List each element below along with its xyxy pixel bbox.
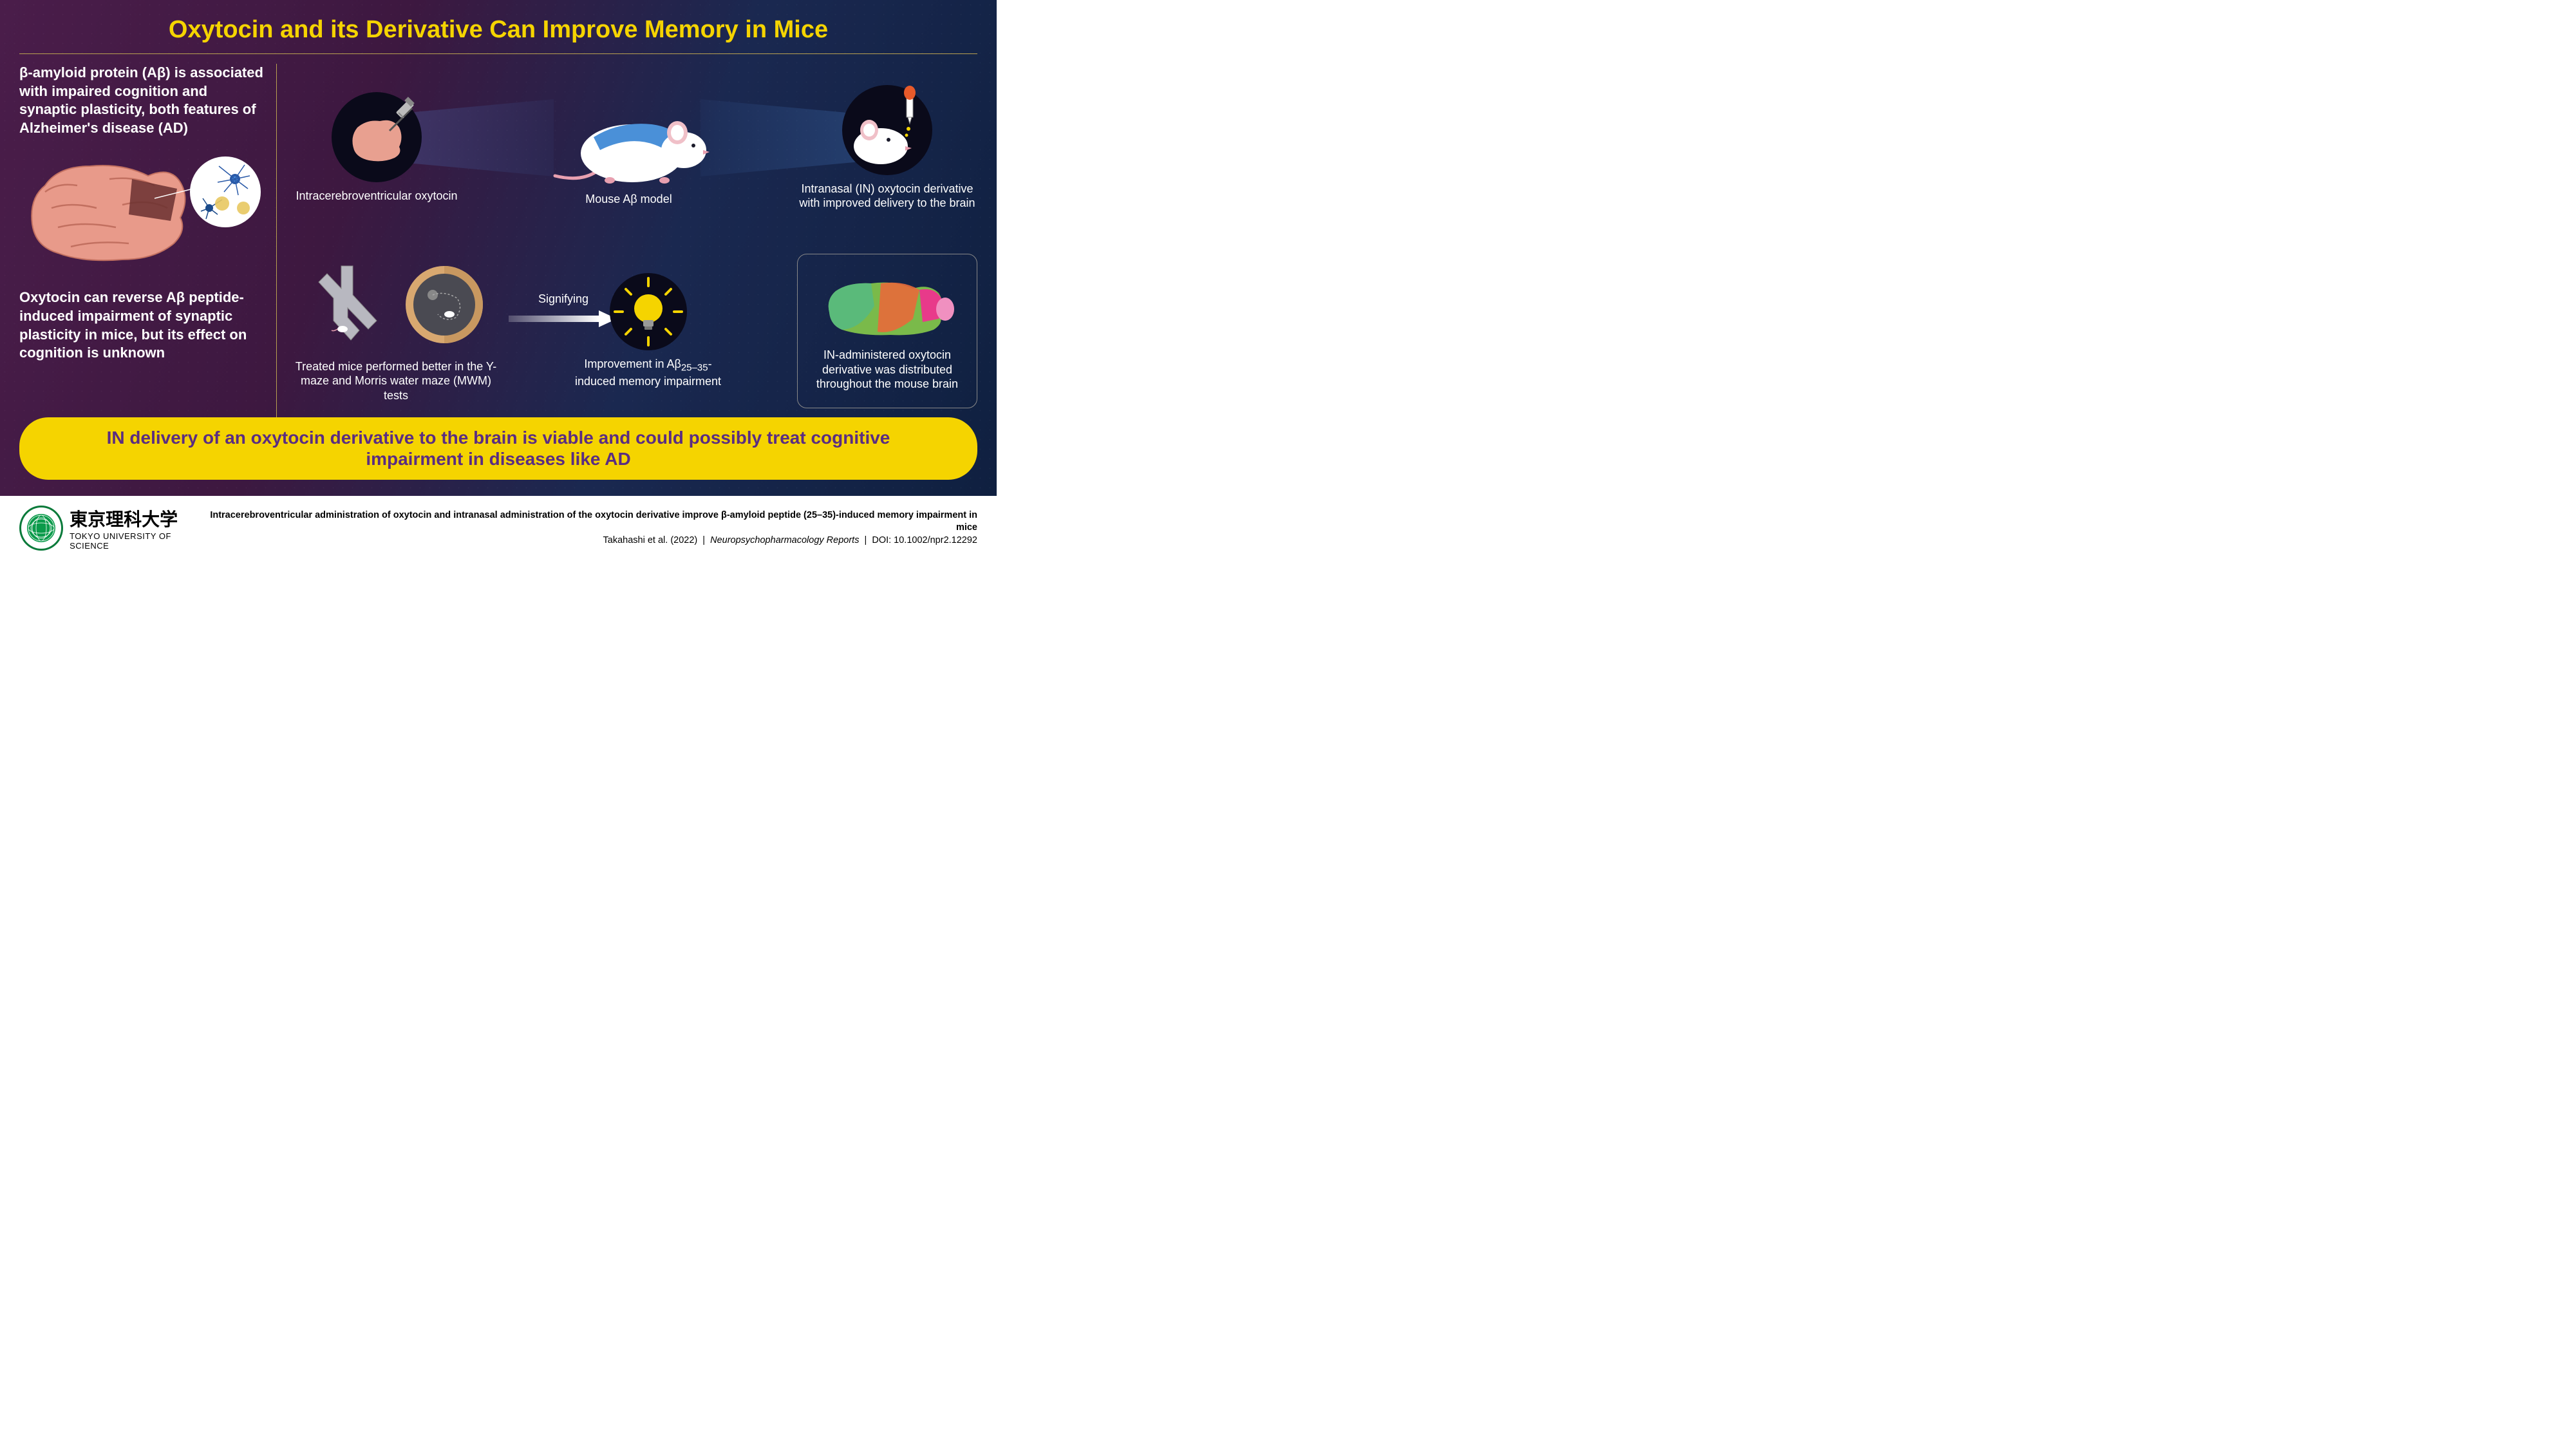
in-method: Intranasal (IN) oxytocin derivative with… <box>797 85 977 211</box>
icv-method: Intracerebroventricular oxytocin <box>293 92 460 204</box>
tests-block: Treated mice performed better in the Y-m… <box>293 260 499 403</box>
university-logo: 東京理科大学 TOKYO UNIVERSITY OF SCIENCE <box>19 506 209 551</box>
icv-circle <box>332 92 422 182</box>
in-circle <box>842 85 932 175</box>
left-para-2: Oxytocin can reverse Aβ peptide-induced … <box>19 289 263 362</box>
logo-jp-text: 東京理科大学 <box>70 506 209 531</box>
mouse-label: Mouse Aβ model <box>585 192 672 207</box>
in-label: Intranasal (IN) oxytocin derivative with… <box>797 182 977 211</box>
ymaze-icon <box>303 260 393 350</box>
results-row: Treated mice performed better in the Y-m… <box>293 238 977 424</box>
tests-label: Treated mice performed better in the Y-m… <box>293 359 499 403</box>
brain-icon <box>32 166 185 260</box>
dropper-icon <box>904 86 916 137</box>
arrow-label: Signifying <box>538 292 588 306</box>
colored-brain-icon <box>816 270 958 341</box>
left-column: β-amyloid protein (Aβ) is associated wit… <box>19 64 277 424</box>
mwm-icon <box>399 260 489 350</box>
icv-label: Intracerebroventricular oxytocin <box>296 189 457 204</box>
distribution-block: IN-administered oxytocin derivative was … <box>797 254 977 408</box>
citation: Intracerebroventricular administration o… <box>209 509 977 547</box>
arrow-block: Signifying <box>509 292 618 328</box>
syringe-icon <box>390 97 415 131</box>
lightbulb-icon <box>610 273 687 350</box>
citation-title: Intracerebroventricular administration o… <box>209 509 977 535</box>
mouse-model: Mouse Aβ model <box>536 89 722 207</box>
citation-meta: Takahashi et al. (2022) | Neuropsychopha… <box>209 535 977 547</box>
infographic-panel: Oxytocin and its Derivative Can Improve … <box>0 0 997 496</box>
main-title: Oxytocin and its Derivative Can Improve … <box>19 13 977 53</box>
mouse-icon <box>536 89 722 192</box>
bulb-circle <box>610 273 687 350</box>
logo-en-text: TOKYO UNIVERSITY OF SCIENCE <box>70 531 209 551</box>
improvement-block: Improvement in Aβ25–35-induced memory im… <box>571 273 726 389</box>
improvement-label: Improvement in Aβ25–35-induced memory im… <box>571 357 726 389</box>
methods-row: Intracerebroventricular oxytocin <box>293 64 977 231</box>
brain-illustration <box>19 147 263 276</box>
left-para-1: β-amyloid protein (Aβ) is associated wit… <box>19 64 263 137</box>
right-column: Intracerebroventricular oxytocin <box>277 64 977 424</box>
content-area: β-amyloid protein (Aβ) is associated wit… <box>19 64 977 424</box>
distribution-label: IN-administered oxytocin derivative was … <box>807 348 967 392</box>
title-divider <box>19 53 977 54</box>
logo-seal-icon <box>19 506 63 551</box>
conclusion-banner: IN delivery of an oxytocin derivative to… <box>19 417 977 480</box>
arrow-icon <box>509 309 618 328</box>
footer: 東京理科大学 TOKYO UNIVERSITY OF SCIENCE Intra… <box>0 496 997 560</box>
